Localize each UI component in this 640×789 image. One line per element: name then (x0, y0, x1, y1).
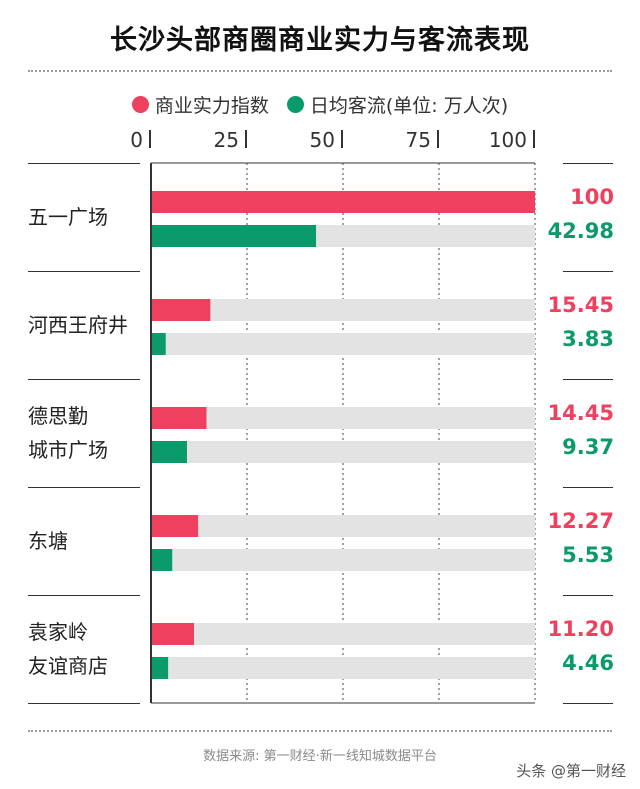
x-tick-label: 25 (214, 128, 239, 152)
value-label-commercial-index: 15.45 (547, 293, 614, 317)
bar-daily-traffic (151, 441, 187, 463)
row-separator-right (563, 379, 613, 380)
value-label-daily-traffic: 4.46 (562, 651, 614, 675)
watermark: 头条 @第一财经 (516, 762, 626, 780)
bar-daily-traffic (151, 333, 166, 355)
category-label: 城市广场 (28, 438, 108, 462)
bar-commercial-index (151, 299, 211, 321)
x-tick-label: 50 (310, 128, 335, 152)
value-label-commercial-index: 12.27 (547, 509, 614, 533)
category-label: 河西王府井 (28, 313, 128, 337)
row-separator-left (28, 163, 140, 164)
category-label: 袁家岭 (28, 620, 88, 644)
value-label-commercial-index: 14.45 (547, 401, 614, 425)
category-label: 五一广场 (28, 205, 108, 229)
value-label-daily-traffic: 5.53 (562, 543, 614, 567)
bar-track (151, 623, 535, 645)
row-separator-left (28, 379, 140, 380)
legend-item-index: 商业实力指数 (131, 91, 269, 118)
row-separator-right (563, 703, 613, 704)
bar-track (151, 657, 535, 679)
row-separator-left (28, 271, 140, 272)
bar-track (151, 515, 535, 537)
value-label-daily-traffic: 3.83 (562, 327, 614, 351)
legend-label-traffic: 日均客流(单位: 万人次) (309, 95, 509, 117)
source-note: 数据来源: 第一财经·新一线知城数据平台 (203, 749, 437, 764)
bar-daily-traffic (151, 549, 173, 571)
footer-divider (28, 730, 612, 732)
title-divider (28, 70, 612, 72)
bar-daily-traffic (151, 657, 169, 679)
bar-track (151, 441, 535, 463)
legend-swatch-red (131, 96, 149, 113)
chart-title: 长沙头部商圈商业实力与客流表现 (110, 25, 530, 56)
bar-track (151, 299, 535, 321)
bar-daily-traffic (151, 225, 317, 247)
category-label: 东塘 (28, 529, 68, 553)
bar-track (151, 407, 535, 429)
legend-label-index: 商业实力指数 (154, 95, 269, 117)
x-tick-label: 0 (130, 128, 143, 152)
row-separator-left (28, 595, 140, 596)
row-separator-right (563, 271, 613, 272)
row-separator-right (563, 487, 613, 488)
category-label: 德思勤 (28, 404, 88, 428)
bar-commercial-index (151, 623, 195, 645)
bar-commercial-index (151, 515, 199, 537)
value-label-daily-traffic: 42.98 (547, 219, 614, 243)
bar-commercial-index (151, 407, 207, 429)
row-separator-left (28, 703, 140, 704)
legend: 商业实力指数 日均客流(单位: 万人次) (0, 91, 640, 118)
value-label-commercial-index: 11.20 (547, 617, 614, 641)
value-label-commercial-index: 100 (570, 185, 614, 209)
category-label: 友谊商店 (28, 654, 108, 678)
row-separator-right (563, 163, 613, 164)
bar-track (151, 333, 535, 355)
legend-item-traffic: 日均客流(单位: 万人次) (286, 91, 509, 118)
row-separator-left (28, 487, 140, 488)
x-tick-label: 75 (406, 128, 431, 152)
x-tick-label: 100 (489, 128, 527, 152)
legend-swatch-green (286, 96, 304, 113)
bar-commercial-index (151, 191, 535, 213)
bar-track (151, 549, 535, 571)
row-separator-right (563, 595, 613, 596)
value-label-daily-traffic: 9.37 (562, 435, 614, 459)
